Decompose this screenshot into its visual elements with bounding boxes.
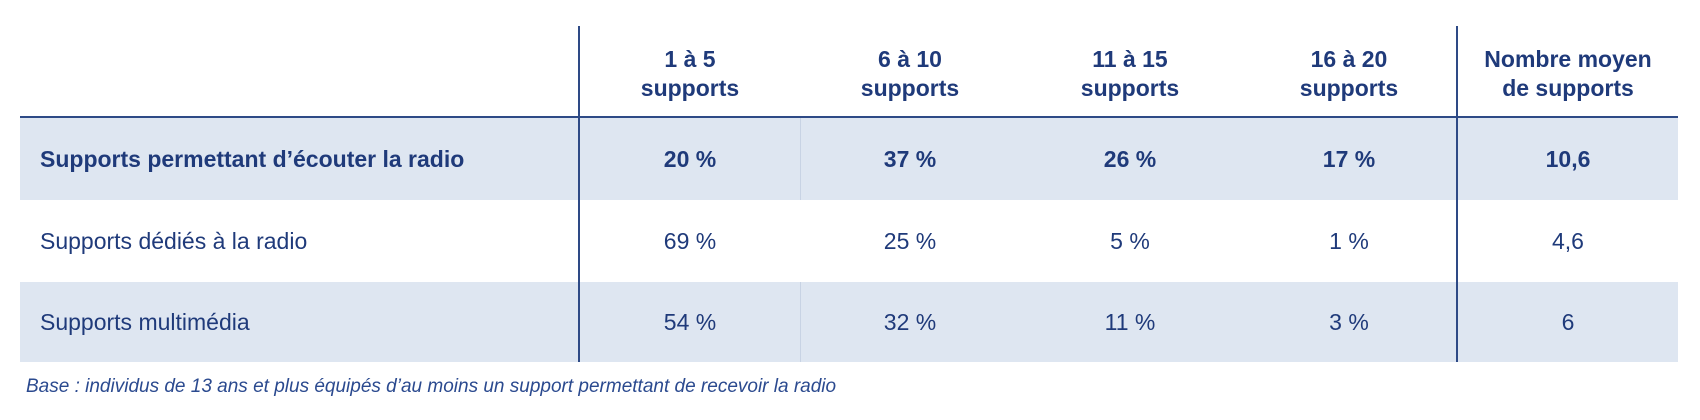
- label-column-rule: [578, 26, 580, 362]
- column-divider: [800, 118, 801, 200]
- row-label: Supports dédiés à la radio: [40, 227, 308, 254]
- base-note: Base : individus de 13 ans et plus équip…: [26, 376, 837, 397]
- header-rule: [20, 116, 1678, 118]
- column-header-6-10: 6 à 10 supports: [860, 46, 960, 101]
- row-label: Supports multimédia: [40, 308, 250, 335]
- data-table: 1 à 5 supports 6 à 10 supports 11 à 15 s…: [20, 26, 1678, 362]
- table-row-radio-devices: Supports permettant d’écouter la radio 2…: [20, 118, 1678, 200]
- table-cell: 25 %: [883, 227, 937, 254]
- column-header-16-20: 16 à 20 supports: [1299, 46, 1399, 101]
- header-row: 1 à 5 supports 6 à 10 supports 11 à 15 s…: [20, 26, 1678, 116]
- column-header-1-5: 1 à 5 supports: [640, 46, 740, 101]
- table-cell: 26 %: [1103, 145, 1157, 172]
- table-cell: 1 %: [1329, 227, 1369, 254]
- table-cell: 17 %: [1322, 145, 1376, 172]
- column-header-average: Nombre moyen de supports: [1484, 46, 1652, 101]
- column-divider: [800, 282, 801, 362]
- table-cell: 10,6: [1545, 145, 1591, 172]
- table-cell: 6: [1561, 308, 1575, 335]
- table-row-multimedia-devices: Supports multimédia 54 % 32 % 11 % 3 % 6: [20, 282, 1678, 362]
- average-column-rule: [1456, 26, 1458, 362]
- column-header-11-15: 11 à 15 supports: [1080, 46, 1180, 101]
- table-cell: 37 %: [883, 145, 937, 172]
- table-cell: 20 %: [663, 145, 717, 172]
- row-label: Supports permettant d’écouter la radio: [40, 145, 465, 172]
- table-cell: 4,6: [1552, 227, 1584, 254]
- table-cell: 69 %: [663, 227, 717, 254]
- table-cell: 11 %: [1104, 308, 1156, 335]
- table-row-dedicated-devices: Supports dédiés à la radio 69 % 25 % 5 %…: [20, 200, 1678, 282]
- table-cell: 32 %: [883, 308, 937, 335]
- table-cell: 5 %: [1110, 227, 1150, 254]
- table-cell: 54 %: [663, 308, 717, 335]
- table-cell: 3 %: [1329, 308, 1369, 335]
